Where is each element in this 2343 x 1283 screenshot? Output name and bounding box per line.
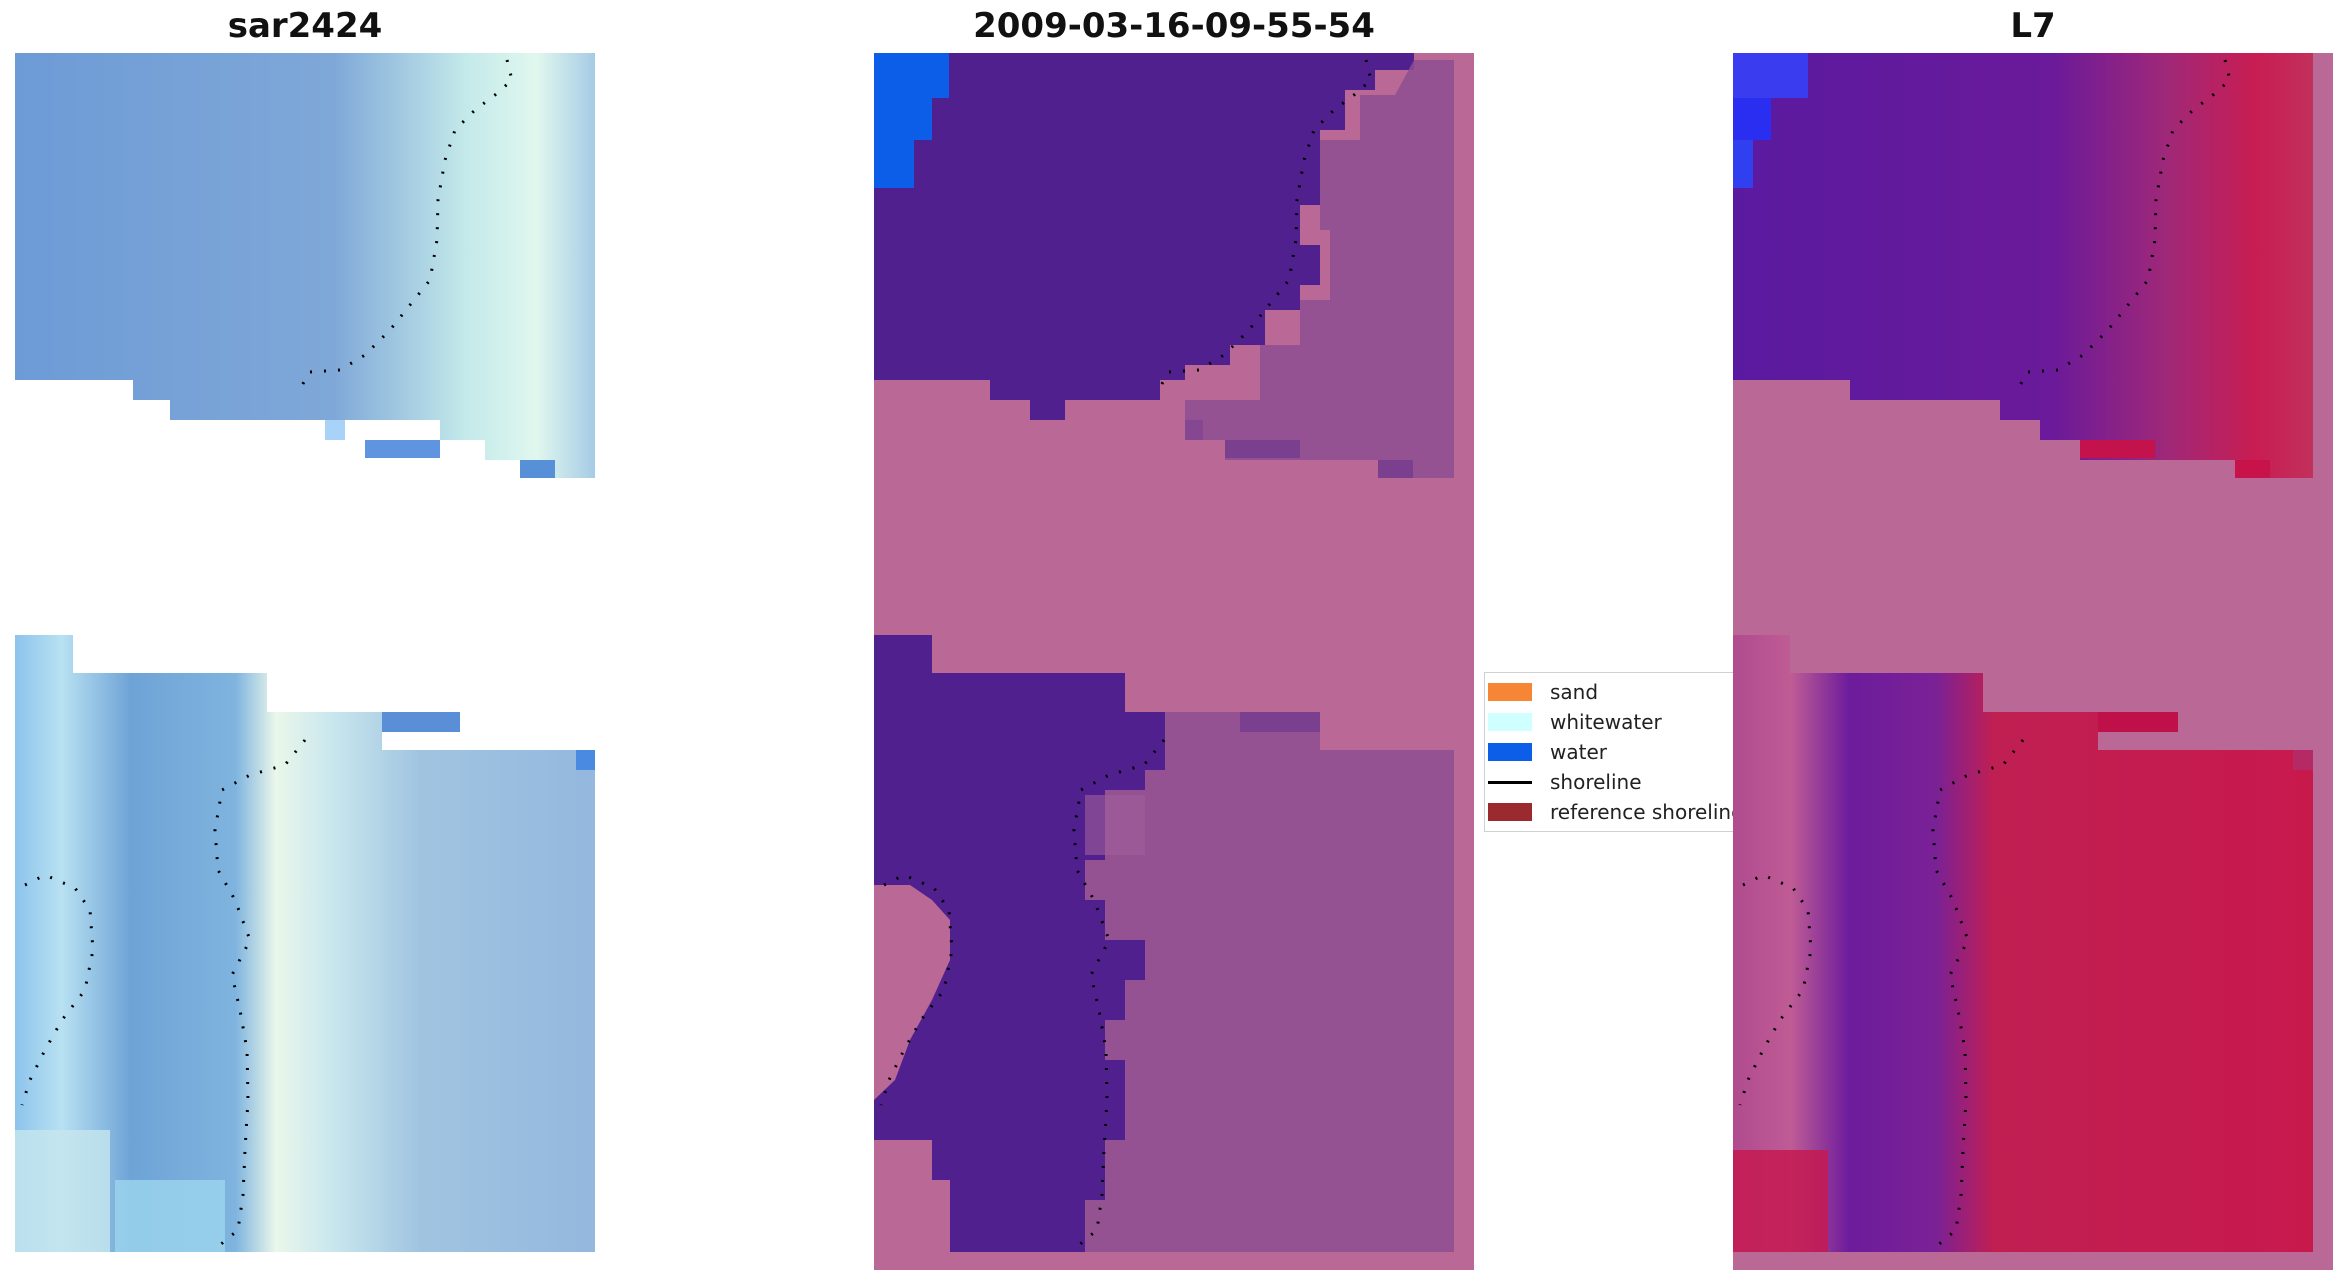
panel-l7-image [0,0,2343,1283]
